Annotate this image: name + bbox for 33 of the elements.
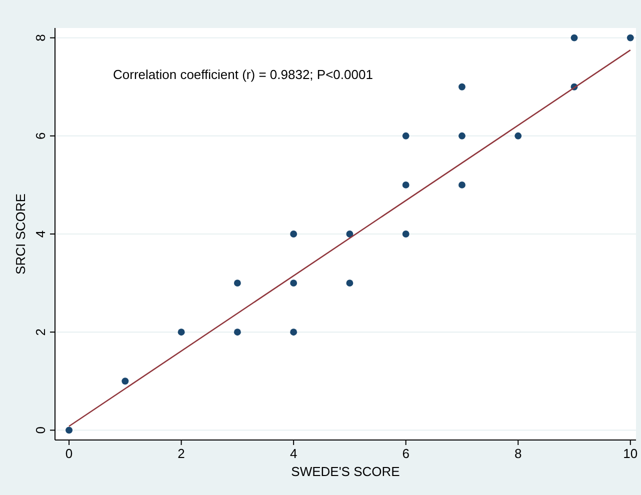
point [402,230,410,238]
point [626,34,634,42]
x-tick-label: 10 [623,446,638,461]
point [570,34,578,42]
x-tick-label: 0 [65,446,73,461]
x-tick-label: 2 [178,446,185,461]
point [458,132,466,140]
y-tick-label: 0 [33,426,48,434]
point [458,83,466,90]
point [514,132,522,140]
point [234,328,241,336]
point [402,181,410,188]
point [178,328,185,336]
point [290,230,298,238]
x-tick-label: 8 [514,446,522,461]
y-tick-label: 4 [33,230,48,238]
y-tick-label: 6 [33,132,48,140]
y-axis-title: SRCI SCORE [13,193,28,274]
point [122,378,129,385]
point [346,230,354,238]
x-axis-title: SWEDE'S SCORE [291,464,400,479]
point [234,280,241,287]
annotation: Correlation coefficient (r) = 0.9832; P<0.0001 [113,67,373,82]
y-tick-label: 2 [33,328,48,336]
x-tick-label: 6 [402,446,410,461]
point [402,132,410,140]
x-tick-label: 4 [290,446,298,461]
point [66,426,73,434]
point [290,328,298,336]
point [290,280,298,287]
point [458,181,466,188]
y-tick-label: 8 [33,34,48,42]
point [346,280,354,287]
